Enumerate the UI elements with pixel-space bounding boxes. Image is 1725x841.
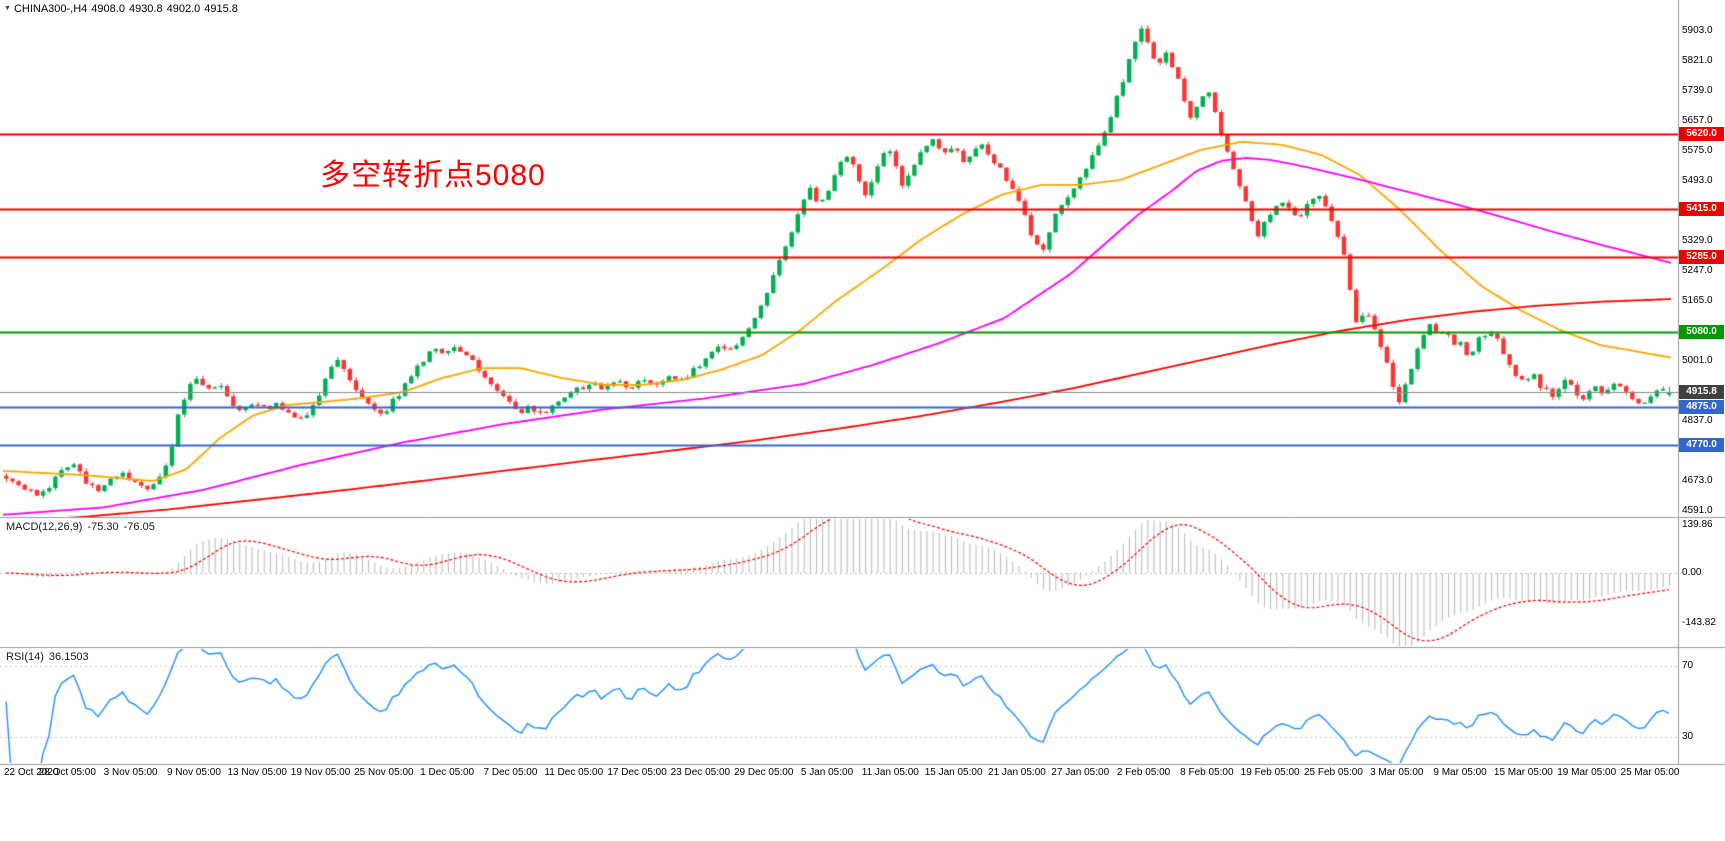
symbol-name: CHINA300-,H4	[13, 3, 88, 15]
time-axis-label: 17 Dec 05:00	[607, 767, 667, 778]
price-badge-4770.0: 4770.0	[1679, 438, 1724, 453]
time-axis-label: 3 Nov 05:00	[103, 767, 158, 778]
rsi-indicator-area[interactable]	[0, 648, 1678, 764]
time-axis-label: 22 Oct 2020	[4, 767, 59, 778]
time-axis-label: 3 Mar 05:00	[1370, 767, 1424, 778]
time-axis-label: 21 Jan 05:00	[988, 767, 1046, 778]
time-axis-label: 13 Nov 05:00	[227, 767, 287, 778]
time-axis-label: 23 Dec 05:00	[670, 767, 731, 778]
price-badge-5415.0: 5415.0	[1679, 202, 1724, 217]
ohlc-open: 4908.0	[91, 3, 125, 15]
rsi-scale-label: 30	[1682, 731, 1694, 742]
price-badge-5080.0: 5080.0	[1679, 324, 1724, 339]
price-scale-label: 4673.0	[1682, 474, 1713, 486]
price-scale-label: 5657.0	[1682, 114, 1713, 126]
time-axis-label: 28 Oct 05:00	[38, 767, 96, 778]
macd-main-value: -75.30	[87, 521, 119, 533]
rsi-scale-label: 70	[1682, 660, 1694, 671]
time-axis-label: 5 Jan 05:00	[800, 767, 854, 778]
time-axis-label: 19 Mar 05:00	[1557, 767, 1617, 778]
time-axis-label: 15 Mar 05:00	[1493, 767, 1553, 778]
rsi-indicator-name: RSI(14)	[6, 651, 44, 663]
current-price-badge: 4915.8	[1679, 384, 1724, 399]
macd-indicator-name: MACD(12,26,9)	[6, 521, 83, 533]
time-axis-label: 25 Nov 05:00	[354, 767, 414, 778]
price-scale-label: 4591.0	[1682, 504, 1713, 516]
ohlc-high: 4930.8	[128, 3, 163, 15]
symbol-ohlc-line: ▼ CHINA300-,H4 4908.0 4930.8 4902.0 4915.8	[4, 3, 242, 15]
price-scale-label: 5247.0	[1682, 264, 1713, 276]
macd-indicator-area[interactable]	[0, 518, 1678, 647]
time-axis-label: 19 Nov 05:00	[290, 767, 351, 778]
chart-annotation-text[interactable]: 多空转折点5080	[320, 159, 546, 192]
price-scale-label: 5903.0	[1682, 25, 1713, 36]
price-scale-label: 5001.0	[1682, 354, 1713, 366]
price-scale-label: 5575.0	[1682, 144, 1713, 156]
time-axis-label: 25 Mar 05:00	[1620, 767, 1680, 778]
time-axis-label: 9 Nov 05:00	[166, 767, 221, 778]
time-axis-label: 15 Jan 05:00	[924, 767, 983, 778]
price-scale-label: 5329.0	[1682, 234, 1713, 246]
time-axis-label: 29 Dec 05:00	[733, 767, 794, 778]
time-axis-label: 11 Jan 05:00	[861, 767, 919, 778]
price-scale-label: 5821.0	[1682, 54, 1713, 66]
rsi-value: 36.1503	[48, 651, 89, 663]
ohlc-low: 4902.0	[166, 3, 201, 15]
time-axis-label: 8 Feb 05:00	[1180, 767, 1234, 778]
price-scale-label: 5165.0	[1682, 294, 1713, 306]
time-axis-label: 9 Mar 05:00	[1433, 767, 1487, 778]
price-chart-area[interactable]	[0, 0, 1678, 517]
time-axis-label: 7 Dec 05:00	[483, 767, 538, 778]
macd-label-line: MACD(12,26,9) -75.30 -76.05	[6, 521, 160, 533]
time-axis-label: 2 Feb 05:00	[1116, 767, 1171, 778]
macd-signal-value: -76.05	[123, 521, 155, 533]
price-badge-5285.0: 5285.0	[1679, 249, 1724, 264]
time-axis-label: 1 Dec 05:00	[420, 767, 475, 778]
macd-scale-label: 0.00	[1682, 567, 1702, 578]
ohlc-close: 4915.8	[204, 3, 238, 15]
time-axis-label: 11 Dec 05:00	[544, 767, 604, 778]
time-axis-label: 25 Feb 05:00	[1303, 767, 1363, 778]
chart-shift-marker-icon: ▼	[4, 5, 11, 12]
rsi-label-line: RSI(14) 36.1503	[6, 651, 94, 663]
time-axis-label: 19 Feb 05:00	[1240, 767, 1300, 778]
macd-scale-label: -143.82	[1682, 616, 1716, 628]
time-axis-label: 27 Jan 05:00	[1051, 767, 1110, 778]
price-badge-5620.0: 5620.0	[1679, 127, 1724, 142]
price-scale-label: 5739.0	[1682, 84, 1713, 96]
macd-scale-label: 139.86	[1682, 518, 1713, 530]
price-scale-label: 5493.0	[1682, 174, 1713, 186]
price-badge-4875.0: 4875.0	[1679, 399, 1724, 414]
price-scale-label: 4837.0	[1682, 414, 1713, 426]
